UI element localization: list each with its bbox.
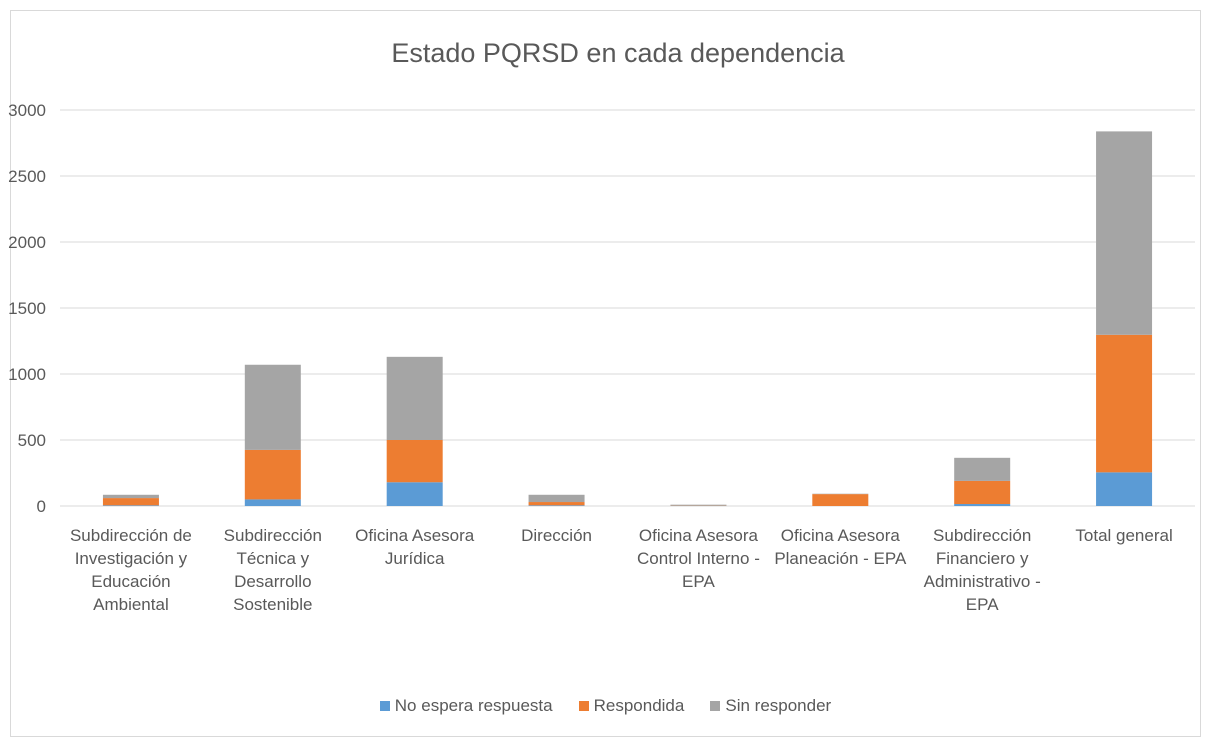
bar-segment [528, 494, 585, 503]
bar-segment [102, 494, 159, 499]
x-tick-label: Oficina Asesora Control Interno - EPA [637, 526, 760, 591]
bar-segment [954, 504, 1011, 506]
bar-segment [1096, 131, 1153, 335]
bar-segment [528, 505, 585, 506]
y-tick-label: 2000 [8, 233, 46, 252]
legend-item: Sin responder [710, 696, 831, 716]
y-tick-label: 1500 [8, 299, 46, 318]
bar-segment [1096, 334, 1153, 473]
x-tick-label: Oficina Asesora Planeación - EPA [774, 526, 907, 568]
bar-segment [102, 505, 159, 506]
x-tick-label: Subdirección Financiero y Administrativo… [923, 526, 1041, 614]
legend: No espera respuesta Respondida Sin respond… [0, 696, 1211, 716]
bar-segment [244, 499, 301, 506]
bar-segment [670, 504, 727, 506]
bar-segment [244, 364, 301, 450]
y-tick-label: 0 [37, 497, 46, 516]
legend-swatch [578, 701, 589, 711]
x-tick-label: Total general [1075, 526, 1173, 545]
y-tick-label: 2500 [8, 167, 46, 186]
legend-item: No espera respuesta [379, 696, 553, 716]
bar-segment [528, 502, 585, 506]
x-tick-label: Dirección [521, 526, 592, 545]
chart-title: Estado PQRSD en cada dependencia [391, 38, 845, 68]
legend-swatch [710, 701, 721, 711]
y-tick-label: 500 [18, 431, 46, 450]
bar-segment [812, 494, 869, 506]
bar-segment [954, 457, 1011, 481]
bar-segment [386, 440, 443, 483]
bar-segment [244, 449, 301, 500]
bar-segment [954, 480, 1011, 505]
x-tick-label: Oficina Asesora Jurídica [355, 526, 475, 568]
legend-label: Respondida [593, 696, 685, 715]
bar-segment [386, 482, 443, 506]
bar-segment [1096, 472, 1153, 506]
legend-label: Sin responder [725, 696, 832, 715]
x-tick-label: Subdirección de Investigación y Educació… [69, 526, 192, 614]
y-tick-label: 1000 [8, 365, 46, 384]
bar-segment [102, 498, 159, 506]
legend-label: No espera respuesta [394, 696, 553, 715]
legend-swatch [379, 701, 390, 711]
bar-segment [386, 356, 443, 440]
legend-item: Respondida [578, 696, 685, 716]
x-tick-label: Subdirección Técnica y Desarrollo Sosten… [223, 526, 322, 614]
y-tick-label: 3000 [8, 101, 46, 120]
